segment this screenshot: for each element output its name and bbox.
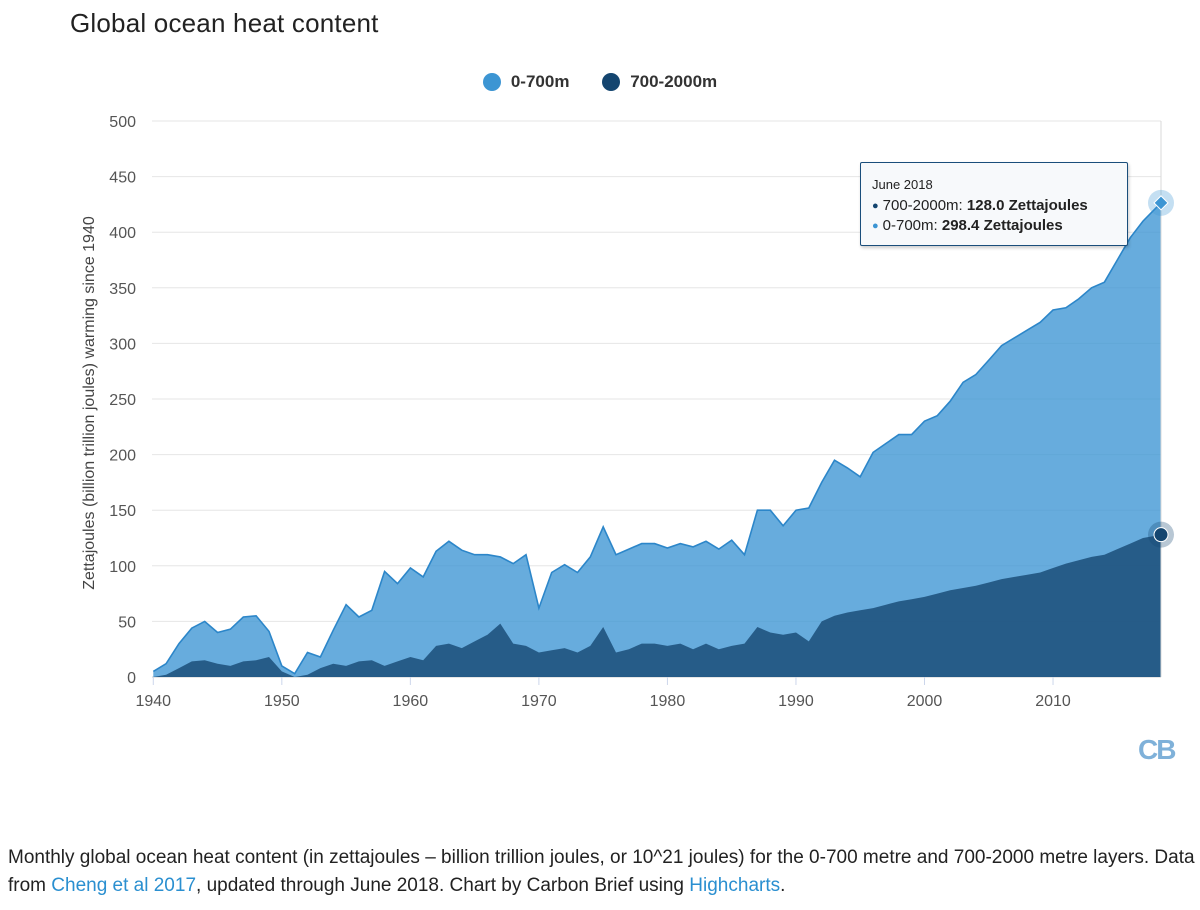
y-tick-label: 150 [109, 503, 136, 520]
x-tick-label: 2010 [1035, 693, 1071, 710]
x-tick-label: 1990 [778, 693, 814, 710]
tooltip-value: 298.4 Zettajoules [941, 217, 1063, 234]
marker-0-700m [1153, 195, 1169, 211]
y-axis-title: Zettajoules (billion trillion joules) wa… [81, 216, 98, 590]
legend-label-0-700m: 0-700m [510, 72, 570, 91]
cheng-link[interactable]: Cheng et al 2017 [51, 875, 197, 896]
tooltip-bullet-icon: ● [872, 200, 879, 212]
x-tick-label: 2000 [907, 693, 943, 710]
x-tick-label: 1950 [264, 693, 300, 710]
marker-700-2000m [1153, 527, 1169, 543]
legend-label-700-2000m: 700-2000m [630, 72, 718, 91]
y-tick-label: 400 [109, 225, 136, 242]
tooltip: June 2018 ● 700-2000m: 128.0 Zettajoules … [860, 162, 1128, 246]
x-tick-label: 1970 [521, 693, 557, 710]
y-tick-label: 500 [109, 114, 136, 131]
chart-title: Global ocean heat content [70, 8, 379, 38]
legend-marker-0-700m [482, 73, 501, 91]
highcharts-link[interactable]: Highcharts [689, 875, 781, 896]
y-tick-label: 100 [109, 559, 136, 576]
y-tick-label: 350 [109, 281, 136, 298]
area-0-700m [153, 202, 1162, 678]
x-tick-label: 1960 [393, 693, 429, 710]
tooltip-value: 128.0 Zettajoules [966, 197, 1088, 214]
caption-text: Monthly global ocean heat content (in ze… [8, 847, 1195, 896]
y-tick-label: 0 [127, 670, 136, 687]
y-tick-label: 50 [118, 614, 136, 631]
y-tick-label: 450 [109, 170, 136, 187]
tooltip-label: 700-2000m: [882, 197, 967, 214]
tooltip-row-0-700m: ● 0-700m: 298.4 Zettajoules [872, 217, 1127, 235]
legend-item-0-700m[interactable]: 0-700m [482, 72, 570, 92]
tooltip-label: 0-700m: [882, 217, 942, 234]
line-0-700m [152, 202, 1162, 675]
carbon-brief-logo: CB [1138, 734, 1176, 765]
legend-item-700-2000m[interactable]: 700-2000m [602, 72, 717, 92]
y-tick-label: 300 [109, 336, 136, 353]
y-tick-label: 200 [109, 448, 136, 465]
caption-text: , updated through June 2018. Chart by Ca… [196, 875, 690, 896]
legend-marker-700-2000m [602, 73, 621, 91]
x-tick-label: 1980 [650, 693, 686, 710]
caption: Monthly global ocean heat content (in ze… [8, 844, 1198, 900]
tooltip-row-700-2000m: ● 700-2000m: 128.0 Zettajoules [872, 197, 1127, 215]
legend: 0-700m 700-2000m [0, 72, 1200, 96]
y-tick-label: 250 [109, 392, 136, 409]
area-700-2000m [153, 534, 1162, 677]
x-tick-label: 1940 [135, 693, 171, 710]
caption-text: . [780, 875, 786, 896]
tooltip-bullet-icon: ● [872, 220, 879, 232]
chart-svg: 0 50 100 150 200 250 300 350 400 450 500 1940 1950 19… [81, 114, 1174, 710]
tooltip-date: June 2018 [872, 177, 933, 192]
